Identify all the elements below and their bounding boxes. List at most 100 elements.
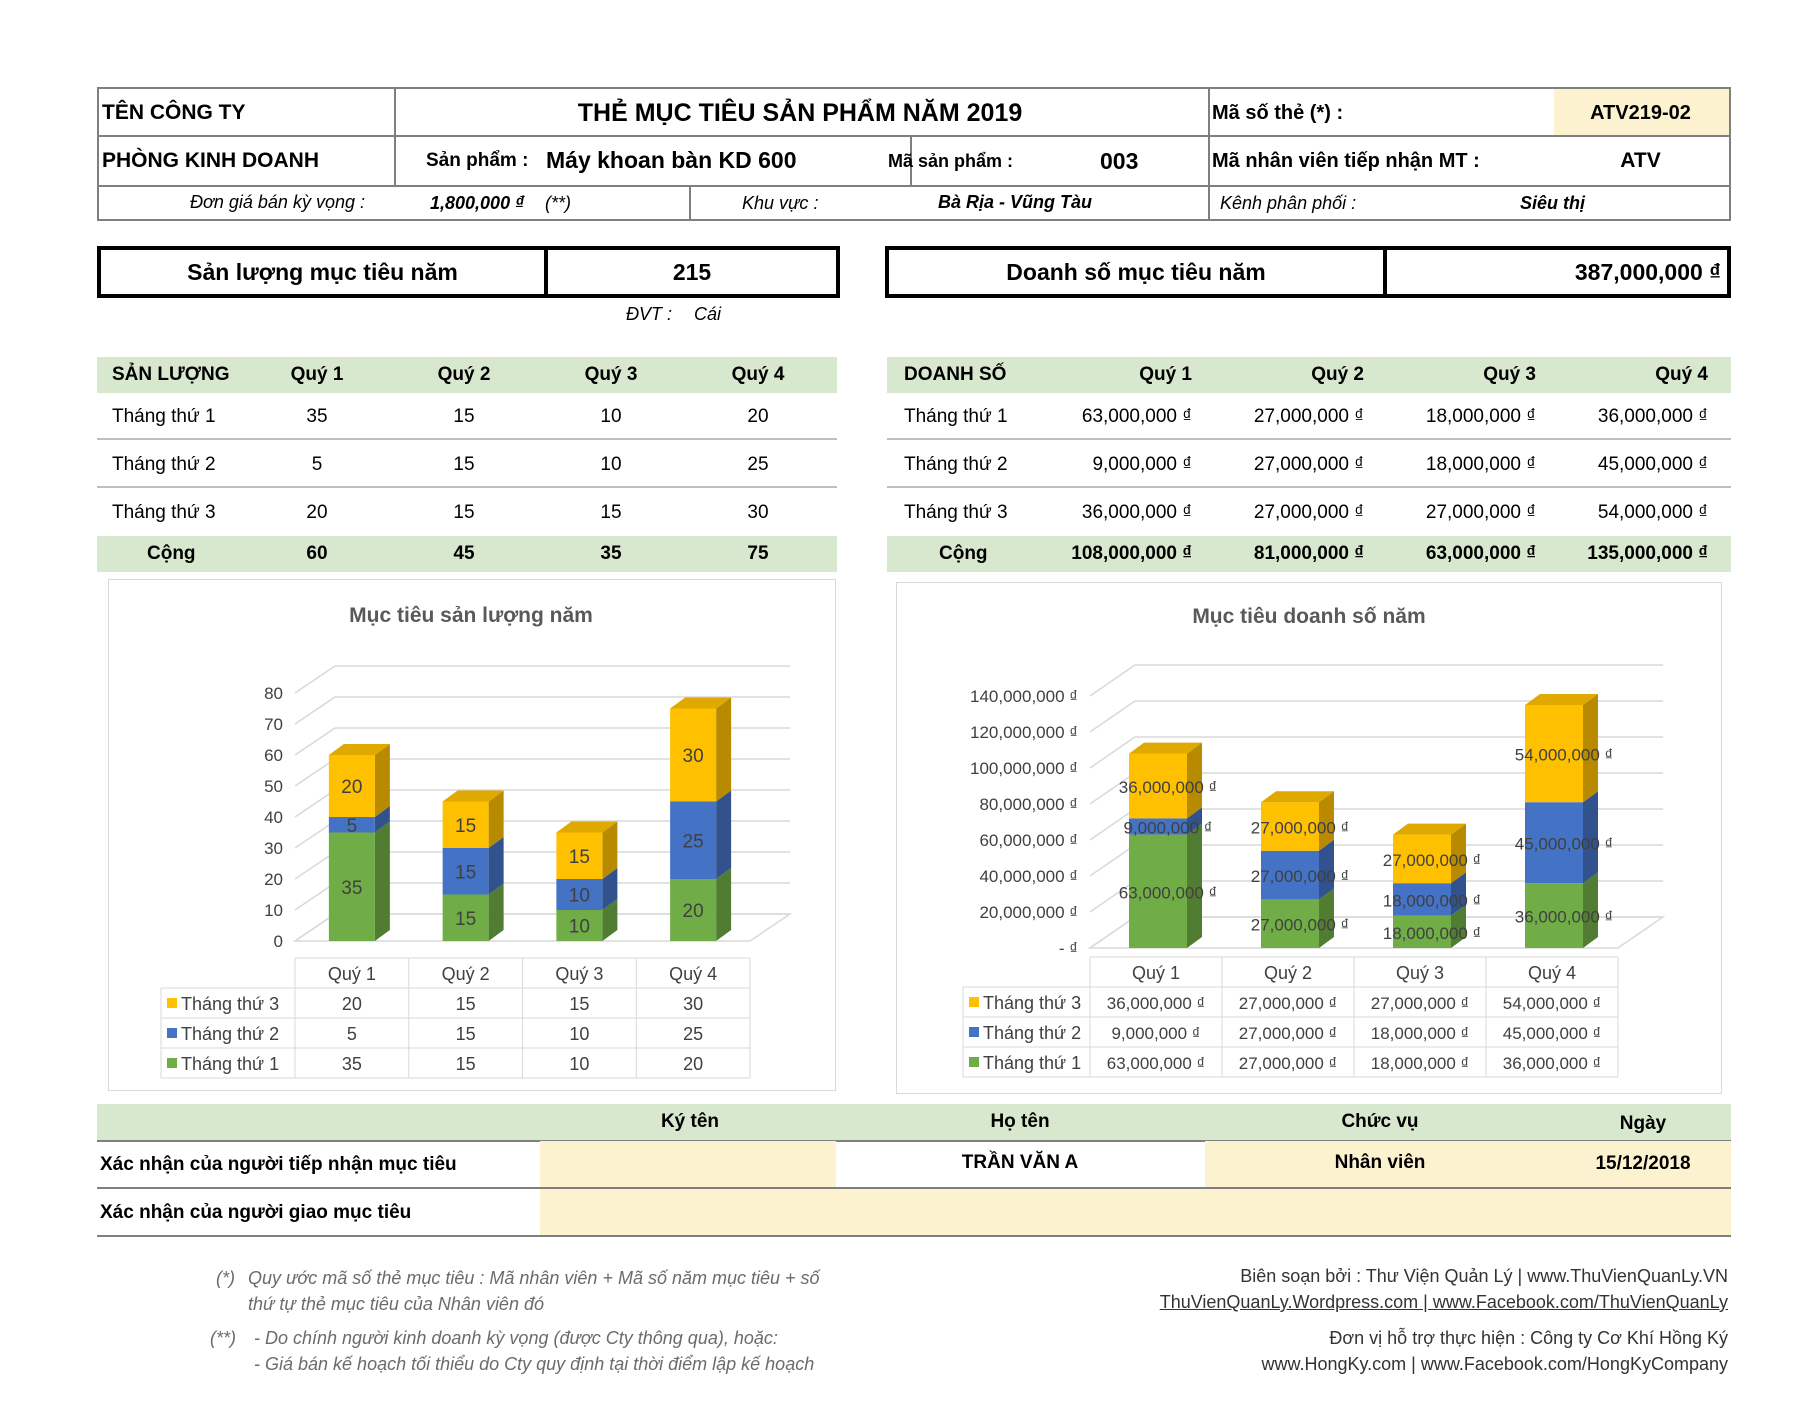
rev-chart-grid-side-7 xyxy=(1089,664,1136,697)
channel-label: Kênh phân phối : xyxy=(1220,192,1357,213)
qty-chart-grid-side-6 xyxy=(294,727,336,756)
rev-chart-bar-top-c0 xyxy=(1129,742,1202,754)
rev-chart-bar-side-s1-c3 xyxy=(1583,791,1598,884)
rev-chart-bar-side-s0-c3 xyxy=(1583,872,1598,948)
note1-line1: Quy ước mã số thẻ mục tiêu : Mã nhân viê… xyxy=(248,1268,820,1288)
qty-chart-bar-side-s0-c3 xyxy=(716,868,732,941)
qty-chart-legend-label-1: Tháng thứ 2 xyxy=(181,1024,279,1044)
qty-chart-ytick-0: 0 xyxy=(274,932,283,951)
note1-mark: (*) xyxy=(216,1268,235,1288)
qty-chart-data-label-s2-c2: 15 xyxy=(569,847,590,868)
qty-chart-bar-side-s1-c0 xyxy=(374,806,390,833)
note2-line1: - Do chính người kinh doanh kỳ vọng (đượ… xyxy=(254,1328,778,1348)
rev-chart-bar-side-s2-c0 xyxy=(1187,742,1202,819)
rev-chart-bar-s0-c1 xyxy=(1261,899,1319,948)
qty-cell-r1-c0: Tháng thứ 1 xyxy=(112,406,216,427)
card-title: THẺ MỤC TIÊU SẢN PHẨM NĂM 2019 xyxy=(577,98,1023,127)
rev-cell-r1-c2: 27,000,000 ₫ xyxy=(1253,406,1364,427)
rev-cell-r3-c2: 27,000,000 ₫ xyxy=(1253,502,1364,523)
qty-chart-tbl-value-s2-c1: 15 xyxy=(456,994,476,1014)
qty-chart-bar-s0-c0 xyxy=(328,832,375,941)
sig1-position-date-cell xyxy=(1205,1141,1731,1187)
rev-cell-r4-c1: 108,000,000 ₫ xyxy=(1071,543,1192,564)
rev-chart-bar-side-s0-c0 xyxy=(1187,823,1202,948)
rev-chart-bar-s0-c2 xyxy=(1393,915,1451,948)
qty-cell-r4-c3: 35 xyxy=(600,543,622,564)
rev-cell-r3-c1: 36,000,000 ₫ xyxy=(1081,502,1192,523)
rev-chart-bar-s1-c2 xyxy=(1393,883,1451,916)
sig-col-position: Chức vụ xyxy=(1341,1111,1419,1132)
qty-chart-legend-key-2 xyxy=(167,998,177,1008)
qty-target-value: 215 xyxy=(672,258,712,285)
rev-chart-bar-s2-c2 xyxy=(1393,834,1451,884)
rev-cell-r2-c1: 9,000,000 ₫ xyxy=(1092,454,1192,475)
rev-chart-bar-top-c2 xyxy=(1393,823,1466,835)
unit-value: Cái xyxy=(694,303,722,324)
rev-chart-bar-s1-c1 xyxy=(1261,850,1319,900)
card-no-label: Mã số thẻ (*) : xyxy=(1212,101,1344,124)
rev-chart-bar-side-s1-c1 xyxy=(1319,839,1334,900)
qty-chart-tbl-value-s2-c0: 20 xyxy=(342,994,362,1014)
rev-chart-data-label-s1-c3: 45,000,000 ₫ xyxy=(1515,835,1614,854)
price-value: 1,800,000 ₫ xyxy=(430,192,525,213)
rev-chart-bar-side-s2-c1 xyxy=(1319,791,1334,851)
qty-cell-r0-c0: SẢN LƯỢNG xyxy=(112,364,230,385)
credit-line3: Đơn vị hỗ trợ thực hiện : Công ty Cơ Khí… xyxy=(1329,1328,1728,1348)
product-label: Sản phẩm : xyxy=(426,150,529,171)
rev-chart-data-label-s0-c2: 18,000,000 ₫ xyxy=(1383,924,1482,943)
rev-cell-r1-c0: Tháng thứ 1 xyxy=(904,406,1008,427)
qty-chart-xtick-1: Quý 2 xyxy=(442,964,490,984)
qty-chart-bar-side-s2-c1 xyxy=(488,790,504,848)
qty-chart-ytick-6: 60 xyxy=(264,746,283,765)
sig2-cell[interactable] xyxy=(540,1189,1731,1235)
rev-cell-r2-c3: 18,000,000 ₫ xyxy=(1425,454,1536,475)
rev-chart-bar-side-s2-c2 xyxy=(1451,823,1466,884)
rev-chart-xtick-0: Quý 1 xyxy=(1132,963,1180,983)
rev-chart-data-label-s1-c1: 27,000,000 ₫ xyxy=(1251,867,1350,886)
rev-chart-ytick-5: 100,000,000 ₫ xyxy=(970,759,1078,778)
rev-chart-data-label-s1-c0: 9,000,000 ₫ xyxy=(1123,819,1212,838)
qty-cell-r2-c4: 25 xyxy=(747,454,769,475)
rev-cell-r0-c2: Quý 2 xyxy=(1311,364,1364,385)
qty-cell-r1-c1: 35 xyxy=(306,406,328,427)
unit-label: ĐVT : xyxy=(626,303,673,324)
rev-chart-bar-side-s2-c3 xyxy=(1583,694,1598,803)
rev-chart-grid-side-6 xyxy=(1089,700,1136,733)
header-block xyxy=(97,87,1731,221)
rev-chart-data-label-s2-c3: 54,000,000 ₫ xyxy=(1515,746,1614,765)
rev-chart-data-label-s1-c2: 18,000,000 ₫ xyxy=(1383,891,1482,910)
qty-chart-data-label-s1-c3: 25 xyxy=(683,831,704,852)
credit-line4: www.HongKy.com | www.Facebook.com/HongKy… xyxy=(1261,1354,1728,1374)
qty-chart-bar-s0-c3 xyxy=(670,879,717,941)
rev-chart-tbl-value-s2-c0: 36,000,000 ₫ xyxy=(1107,994,1206,1013)
sig1-label: Xác nhận của người tiếp nhận mục tiêu xyxy=(100,1154,457,1175)
rev-cell-r1-c1: 63,000,000 ₫ xyxy=(1081,406,1192,427)
rev-chart-data-label-s2-c0: 36,000,000 ₫ xyxy=(1119,778,1218,797)
note2-line2: - Giá bán kế hoạch tối thiểu do Cty quy … xyxy=(254,1354,815,1374)
product-name: Máy khoan bàn KD 600 xyxy=(546,146,797,173)
qty-chart-tbl-value-s1-c1: 15 xyxy=(456,1024,476,1044)
rev-chart-ytick-1: 20,000,000 ₫ xyxy=(979,903,1078,922)
qty-chart-data-label-s0-c3: 20 xyxy=(683,901,704,922)
rev-chart-bar-side-s0-c2 xyxy=(1451,904,1466,948)
rev-cell-r0-c4: Quý 4 xyxy=(1655,364,1708,385)
rev-chart-bar-side-s1-c0 xyxy=(1187,807,1202,835)
department: PHÒNG KINH DOANH xyxy=(102,149,320,172)
rev-chart-ytick-2: 40,000,000 ₫ xyxy=(979,867,1078,886)
channel-value: Siêu thị xyxy=(1520,192,1586,213)
rev-chart-bar-s2-c0 xyxy=(1129,753,1187,819)
credit-link[interactable]: ThuVienQuanLy.Wordpress.com | www.Facebo… xyxy=(1159,1292,1728,1312)
rev-chart-tbl-value-s1-c1: 27,000,000 ₫ xyxy=(1239,1024,1338,1043)
rev-cell-r3-c4: 54,000,000 ₫ xyxy=(1597,502,1708,523)
qty-chart-legend-key-0 xyxy=(167,1058,177,1068)
rev-chart-bar-side-s0-c1 xyxy=(1319,888,1334,948)
qty-cell-r4-c4: 75 xyxy=(747,543,769,564)
qty-chart-data-label-s0-c1: 15 xyxy=(455,909,476,930)
qty-chart-bar-side-s1-c3 xyxy=(716,790,732,879)
qty-cell-r2-c2: 15 xyxy=(453,454,475,475)
sig1-sign-cell[interactable] xyxy=(540,1141,836,1187)
rev-chart-ytick-6: 120,000,000 ₫ xyxy=(970,723,1078,742)
rev-chart-tbl-value-s0-c3: 36,000,000 ₫ xyxy=(1503,1054,1602,1073)
rev-cell-r1-c3: 18,000,000 ₫ xyxy=(1425,406,1536,427)
qty-chart-tbl-value-s2-c2: 15 xyxy=(569,994,589,1014)
